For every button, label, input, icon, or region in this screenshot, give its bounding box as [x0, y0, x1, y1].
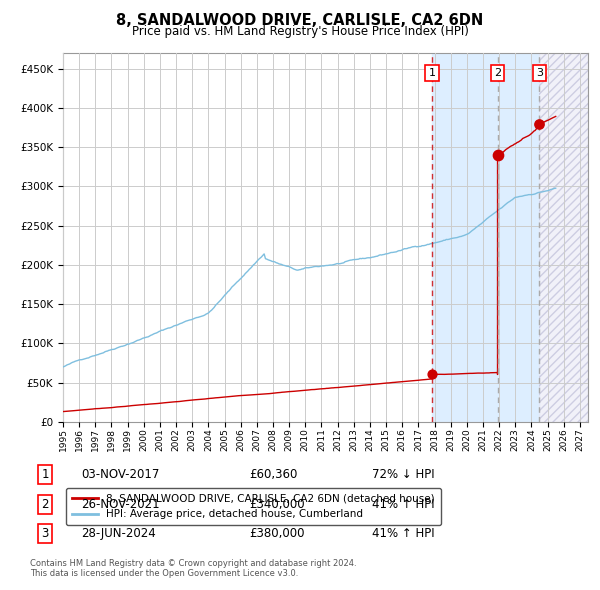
Text: £60,360: £60,360: [249, 468, 298, 481]
Text: 26-NOV-2021: 26-NOV-2021: [81, 498, 160, 511]
Text: This data is licensed under the Open Government Licence v3.0.: This data is licensed under the Open Gov…: [30, 569, 298, 578]
Text: 8, SANDALWOOD DRIVE, CARLISLE, CA2 6DN: 8, SANDALWOOD DRIVE, CARLISLE, CA2 6DN: [116, 13, 484, 28]
Point: [427, 370, 437, 379]
Legend: 8, SANDALWOOD DRIVE, CARLISLE, CA2 6DN (detached house), HPI: Average price, det: 8, SANDALWOOD DRIVE, CARLISLE, CA2 6DN (…: [65, 488, 441, 526]
Text: 41% ↑ HPI: 41% ↑ HPI: [372, 498, 434, 511]
Text: 41% ↑ HPI: 41% ↑ HPI: [372, 527, 434, 540]
Text: 1: 1: [41, 468, 49, 481]
Text: 1: 1: [428, 68, 436, 78]
Text: 3: 3: [41, 527, 49, 540]
Bar: [539, 53, 588, 422]
Text: 72% ↓ HPI: 72% ↓ HPI: [372, 468, 434, 481]
Text: Contains HM Land Registry data © Crown copyright and database right 2024.: Contains HM Land Registry data © Crown c…: [30, 559, 356, 568]
Text: 28-JUN-2024: 28-JUN-2024: [81, 527, 156, 540]
Bar: [432, 53, 539, 422]
Text: Price paid vs. HM Land Registry's House Price Index (HPI): Price paid vs. HM Land Registry's House …: [131, 25, 469, 38]
Text: 3: 3: [536, 68, 543, 78]
Text: £340,000: £340,000: [249, 498, 305, 511]
Text: £380,000: £380,000: [249, 527, 305, 540]
Point: [535, 119, 544, 129]
Text: 2: 2: [494, 68, 501, 78]
Point: [493, 150, 502, 160]
Text: 2: 2: [41, 498, 49, 511]
Bar: [539, 53, 588, 422]
Text: 03-NOV-2017: 03-NOV-2017: [81, 468, 160, 481]
